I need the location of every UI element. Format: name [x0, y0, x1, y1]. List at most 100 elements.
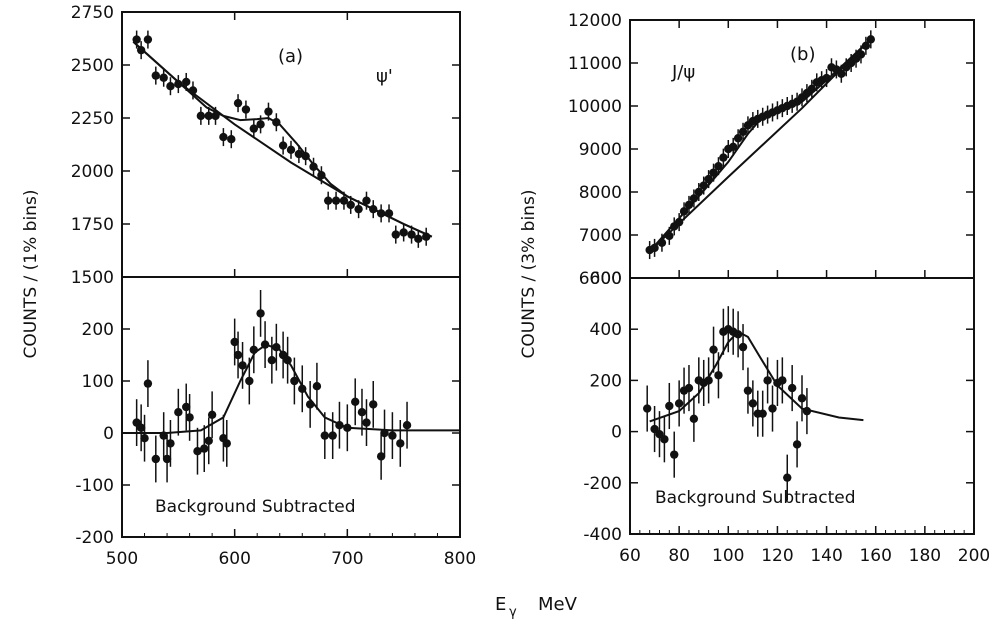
panel-a-bottom-point	[320, 431, 329, 440]
panel-a-bottom-point	[136, 423, 146, 432]
panel-b-bottom-point	[689, 414, 699, 423]
panel-b-id: (b)	[790, 44, 815, 65]
panel-a-top-point	[286, 145, 296, 154]
panel-a-bottom-point	[162, 454, 172, 464]
panel-a-top-point	[346, 200, 355, 210]
panel-a-top-point	[249, 124, 259, 133]
panel-a-top-point	[369, 204, 378, 214]
panel-a-top-point	[317, 171, 326, 180]
panel-a-top-point	[256, 120, 265, 129]
panel-a-bottom-point	[376, 452, 386, 461]
panel-a-ytick-top-label: 1750	[71, 215, 114, 235]
panel-a-bottom-point	[174, 408, 183, 417]
panel-b-top-point	[856, 50, 866, 59]
panel-a-bottom-point	[267, 356, 277, 365]
panel-a-top-point	[362, 196, 371, 205]
panel-b-bottom-point	[738, 342, 748, 352]
panel-b-top-point	[679, 207, 689, 216]
panel-a-bottom-point	[396, 439, 405, 448]
panel-b-ytick-top-label: 6000	[579, 269, 622, 289]
panel-a-bottom-point	[388, 431, 397, 440]
panel-a-top-point	[399, 228, 408, 237]
panel-b-ytick-bot-label: 200	[590, 371, 622, 391]
panel-b-bottom-point	[733, 330, 743, 339]
panel-b-top-point	[861, 41, 871, 50]
panel-b-top-point	[704, 174, 713, 184]
panel-b-top-point	[733, 134, 743, 143]
panel-a-bottom-point	[272, 343, 281, 352]
panel-a-ytick-top-label: 2000	[71, 162, 114, 182]
panel-b-xtick-label: 100	[712, 546, 744, 566]
panel-a-bottom-point	[238, 361, 247, 370]
panel-b-curve-signal	[649, 330, 864, 423]
panel-a-xtick-label: 700	[331, 549, 363, 569]
panel-a-bottom-point	[380, 428, 389, 438]
panel-b: (b) J/ψ COUNTS / (3% bins) Background Su…	[519, 19, 975, 535]
panel-a-xtick-label: 500	[106, 549, 138, 569]
panel-a-bottom-point	[305, 400, 315, 409]
panel-b-xtick-label: 180	[909, 546, 941, 566]
panel-b-annotation: Background Subtracted	[655, 488, 856, 508]
panel-a-bottom-point	[298, 384, 307, 393]
panel-a: (a) ψ' COUNTS / (1% bins) Background Sub…	[21, 11, 461, 538]
panel-a-bottom-point	[335, 421, 344, 430]
panel-a-top-point	[384, 209, 394, 218]
panel-a-bottom-point	[143, 379, 153, 388]
panel-b-bottom-point	[763, 376, 772, 385]
panel-a-top-point	[166, 82, 175, 91]
panel-a-bottom-point	[369, 400, 378, 409]
panel-b-top-point	[822, 73, 831, 83]
panel-b-bottom-point	[768, 404, 777, 413]
panel-a-top-point	[391, 230, 400, 239]
panel-a-bottom-point	[328, 431, 337, 440]
panel-a-bottom-point	[159, 431, 168, 440]
panel-a-top-point	[188, 86, 198, 95]
panel-b-ytick-top-label: 11000	[568, 54, 622, 74]
panel-b-top-point	[665, 231, 674, 241]
panel-b-ytick-bot-label: 600	[590, 269, 622, 289]
panel-b-xtick-label: 120	[761, 546, 793, 566]
panel-a-top-point	[151, 71, 160, 80]
panel-b-top-point	[684, 200, 694, 210]
panel-b-bottom-point	[797, 394, 807, 403]
panel-b-ytick-top-label: 12000	[568, 11, 622, 31]
panel-a-bottom-point	[233, 350, 243, 360]
panel-b-bottom-point	[665, 401, 674, 411]
panel-a-bottom-point	[193, 447, 202, 456]
panel-a-top-point	[272, 118, 281, 127]
panel-b-top-point	[807, 84, 817, 94]
panel-b-top-point	[709, 168, 718, 177]
panel-a-top-point	[204, 111, 213, 121]
panel-a-bottom-point	[140, 434, 149, 443]
panel-a-bottom-point	[312, 382, 322, 391]
panel-b-top-point	[729, 142, 738, 152]
panel-b-curve-background	[649, 40, 870, 253]
panel-b-top-point	[738, 127, 748, 136]
panel-a-bottom-point	[343, 423, 352, 432]
panel-a-xtick-label: 600	[218, 549, 250, 569]
panel-a-annotation: Background Subtracted	[155, 497, 356, 517]
panel-a-bottom-point	[256, 309, 265, 318]
panel-b-bottom-point	[643, 404, 652, 413]
panel-b-top-point	[674, 217, 684, 227]
panel-b-bottom-point	[743, 386, 753, 395]
xlabel-symbol: E	[495, 594, 506, 615]
panel-b-bottom-point	[670, 450, 679, 459]
panel-b-bottom-point	[674, 399, 684, 408]
panel-b-top-point	[689, 194, 699, 203]
panel-b-top-point	[657, 238, 667, 247]
panel-b-top-point	[837, 69, 846, 78]
panel-a-top-point	[309, 162, 318, 171]
panel-a-top-point	[301, 151, 310, 161]
panel-b-bottom-point	[792, 440, 802, 449]
panel-b-bottom-point	[758, 409, 767, 418]
panel-b-top-point	[699, 181, 708, 190]
panel-a-top-point	[227, 135, 236, 144]
panel-a-top-point	[376, 209, 386, 218]
panel-a-ylabel: COUNTS / (1% bins)	[21, 190, 41, 359]
panel-a-top-point	[339, 196, 349, 205]
panel-a-top-point	[278, 141, 288, 150]
panel-a-bottom-point	[260, 340, 270, 349]
panel-b-top-point	[650, 243, 659, 253]
panel-a-ytick-bot-label: 200	[82, 320, 114, 340]
